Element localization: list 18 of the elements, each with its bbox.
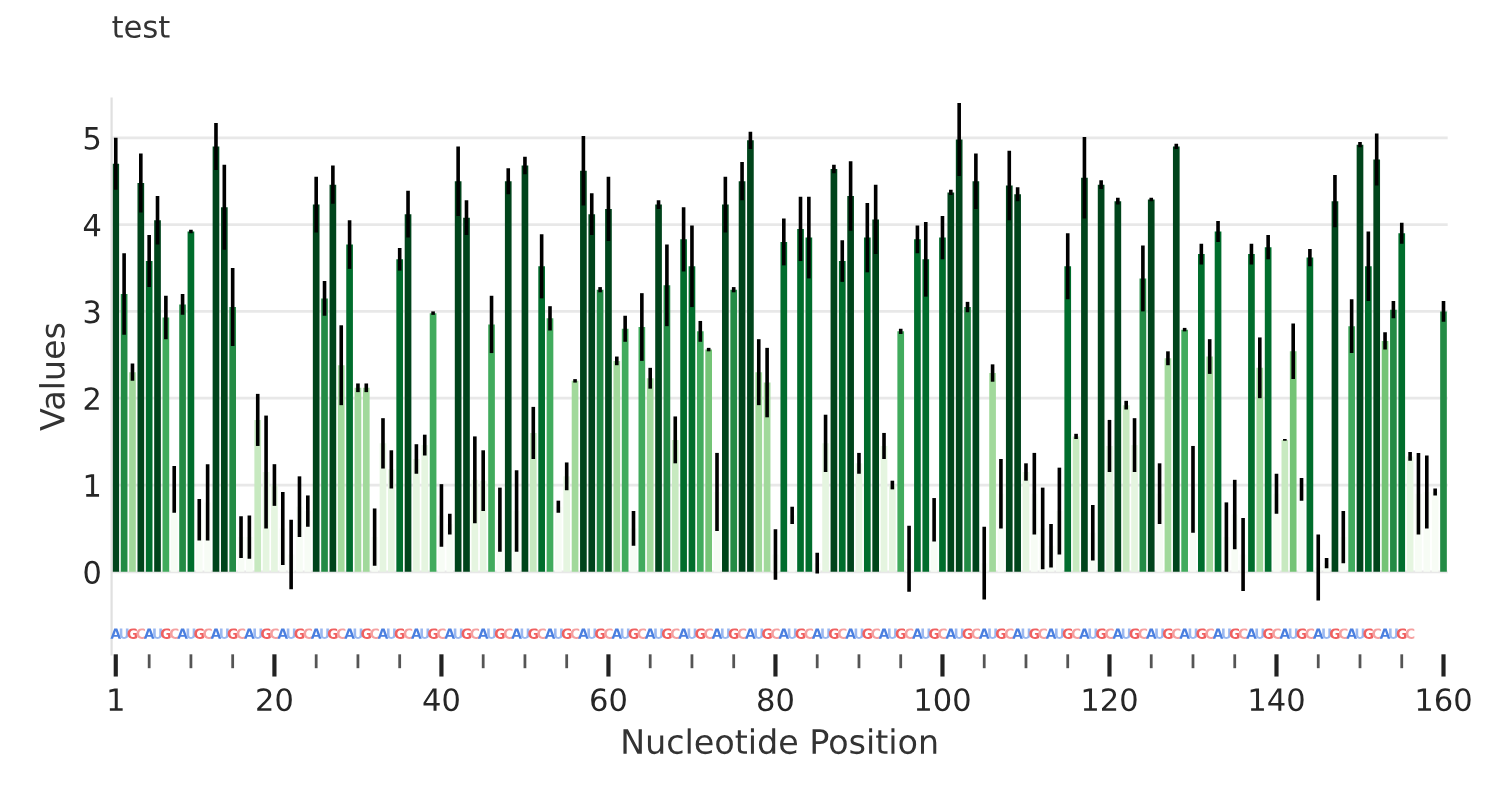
- x-axis-title: Nucleotide Position: [623, 728, 937, 755]
- x-tick-label: 160: [1417, 688, 1471, 712]
- x-tick-label: 20: [257, 688, 292, 712]
- x-tick-label: 100: [916, 688, 970, 712]
- x-tick-label: 60: [591, 688, 626, 712]
- y-tick-label: 4: [83, 213, 101, 237]
- x-tick-label: 40: [423, 688, 459, 712]
- y-tick-label: 0: [84, 560, 100, 584]
- y-tick-label: 3: [84, 300, 100, 324]
- y-axis-title: Values: [39, 323, 65, 431]
- x-tick-label: 80: [758, 688, 793, 712]
- x-tick-label: 140: [1250, 688, 1304, 712]
- x-tick-label: 120: [1083, 688, 1137, 712]
- y-tick-label: 1: [85, 474, 100, 497]
- x-tick-label: 1: [109, 688, 123, 711]
- y-tick-label: 5: [84, 127, 100, 150]
- chart-title: test: [112, 16, 170, 39]
- y-tick-label: 2: [84, 387, 99, 410]
